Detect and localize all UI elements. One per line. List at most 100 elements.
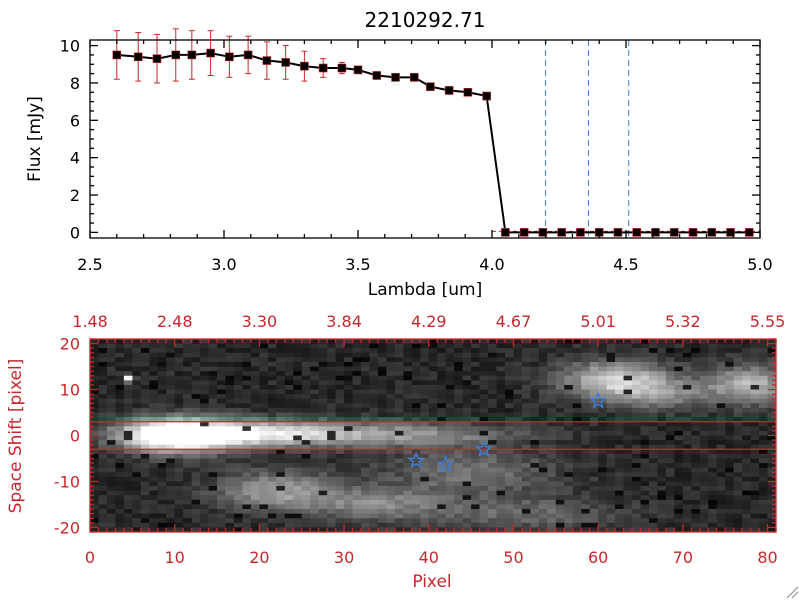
- image-pixel: [411, 518, 421, 524]
- image-pixel: [106, 366, 116, 372]
- image-pixel: [437, 384, 447, 390]
- image-pixel: [648, 430, 658, 436]
- image-pixel: [250, 458, 260, 464]
- image-pixel: [90, 490, 99, 496]
- image-pixel: [140, 486, 150, 492]
- image-pixel: [665, 490, 675, 496]
- image-pixel: [716, 444, 726, 450]
- image-pixel: [759, 513, 768, 519]
- image-pixel: [191, 504, 201, 510]
- image-pixel: [564, 495, 574, 501]
- image-pixel: [640, 522, 650, 528]
- image-pixel: [428, 504, 438, 510]
- image-pixel: [589, 343, 599, 349]
- image-pixel: [106, 444, 116, 450]
- image-pixel: [733, 421, 743, 427]
- image-pixel: [394, 366, 404, 372]
- image-pixel: [411, 472, 421, 478]
- image-pixel: [174, 380, 184, 386]
- image-pixel: [445, 430, 455, 436]
- image-pixel: [310, 527, 320, 532]
- image-pixel: [581, 366, 591, 372]
- image-pixel: [759, 509, 768, 515]
- image-pixel: [98, 444, 108, 450]
- image-pixel: [623, 352, 633, 358]
- image-pixel: [674, 375, 684, 381]
- image-pixel: [115, 339, 125, 344]
- image-pixel: [327, 361, 337, 367]
- spectrum-point-0: [112, 50, 122, 60]
- image-pixel: [259, 486, 269, 492]
- image-pixel: [344, 518, 353, 524]
- image-pixel: [471, 348, 480, 354]
- spectrum-y-tick-label-1: 2: [70, 186, 80, 205]
- image-pixel: [428, 499, 438, 505]
- image-pixel: [98, 343, 108, 349]
- image-pixel: [310, 449, 320, 455]
- image-pixel: [327, 339, 337, 344]
- image-pixel: [200, 426, 209, 432]
- image-pixel: [530, 440, 540, 446]
- image-pixel: [310, 371, 320, 377]
- image-pixel: [132, 417, 142, 423]
- image-pixel: [674, 352, 684, 358]
- image-pixel: [90, 389, 99, 395]
- image-pixel: [648, 467, 658, 473]
- image-pixel: [132, 403, 142, 409]
- image-pixel: [682, 403, 692, 409]
- image-pixel: [98, 527, 108, 532]
- image-pixel: [496, 472, 506, 478]
- image-pixel: [496, 518, 506, 524]
- image-pixel: [183, 430, 193, 436]
- image-pixel: [538, 472, 548, 478]
- image-pixel: [648, 361, 658, 367]
- image-pixel: [157, 490, 167, 496]
- image-pixel: [589, 430, 599, 436]
- image-pixel: [530, 430, 540, 436]
- image-pixel: [437, 518, 447, 524]
- image-pixel: [538, 444, 548, 450]
- image-pixel: [191, 398, 201, 404]
- image-pixel: [403, 527, 413, 532]
- image-pixel: [538, 522, 548, 528]
- image-pixel: [598, 476, 608, 482]
- image-pixel: [327, 426, 337, 432]
- image-pixel: [115, 384, 125, 390]
- image-pixel: [106, 495, 116, 501]
- image-pixel: [648, 435, 658, 441]
- image-pixel: [640, 463, 650, 469]
- image-pixel: [471, 426, 480, 432]
- image-pixel: [547, 361, 557, 367]
- image-pixel: [615, 435, 624, 441]
- image-pixel: [572, 375, 582, 381]
- image-pixel: [471, 509, 480, 515]
- image-pixel: [589, 444, 599, 450]
- image-pixel: [632, 467, 641, 473]
- image-pixel: [555, 417, 565, 423]
- image-pixel: [191, 343, 201, 349]
- image-pixel: [335, 499, 345, 505]
- image-pixel: [708, 339, 718, 344]
- image-pixel: [471, 435, 480, 441]
- image-pixel: [454, 394, 464, 400]
- image-pixel: [183, 518, 193, 524]
- image-pixel: [674, 481, 684, 487]
- image-pixel: [462, 357, 472, 363]
- image-pixel: [352, 357, 362, 363]
- image-pixel: [623, 339, 633, 344]
- image-pixel: [742, 430, 751, 436]
- image-pixel: [632, 518, 641, 524]
- spectrum-point-27: [613, 228, 623, 237]
- image-pixel: [115, 499, 125, 505]
- image-pixel: [581, 513, 591, 519]
- image-pixel: [437, 486, 447, 492]
- image-pixel: [521, 421, 531, 427]
- image-pixel: [454, 361, 464, 367]
- image-pixel: [123, 463, 133, 469]
- image-pixel: [335, 403, 345, 409]
- image-pixel: [657, 343, 667, 349]
- image-pixel: [183, 398, 193, 404]
- image-pixel: [361, 407, 370, 413]
- image-pixel: [513, 527, 523, 532]
- image-pixel: [767, 375, 776, 381]
